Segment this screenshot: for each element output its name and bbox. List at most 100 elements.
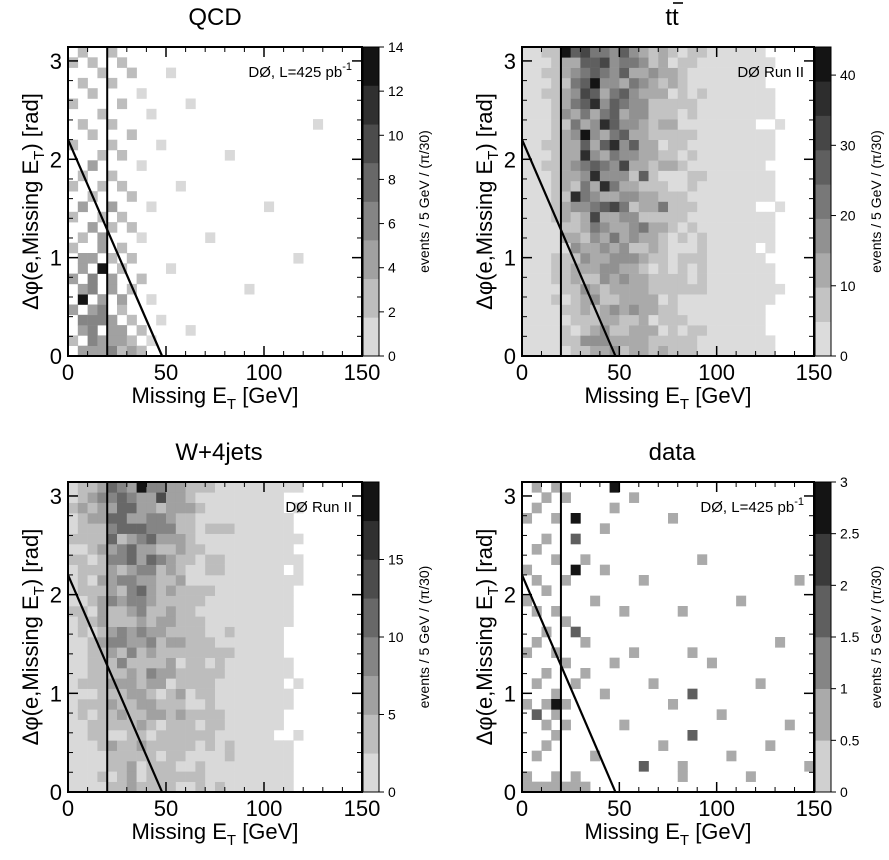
heatmap-cell <box>522 77 533 89</box>
heatmap-cell <box>658 232 669 243</box>
heatmap-cell <box>580 108 591 120</box>
heatmap-cell <box>254 657 265 669</box>
heatmap-cell <box>273 606 284 617</box>
heatmap-cell <box>126 647 137 658</box>
heatmap-cell <box>522 57 533 68</box>
heatmap-cell <box>687 345 698 357</box>
heatmap-cell <box>629 273 640 285</box>
heatmap-cell <box>629 150 640 161</box>
heatmap-cell <box>264 668 275 679</box>
heatmap-cell <box>195 502 206 514</box>
heatmap-cell <box>244 730 255 741</box>
heatmap-cell <box>293 533 304 545</box>
heatmap-cell <box>541 222 552 233</box>
heatmap-cell <box>77 709 88 720</box>
heatmap-cell <box>117 564 128 576</box>
heatmap-cell <box>648 139 659 151</box>
heatmap-cell <box>668 98 679 110</box>
heatmap-cell <box>146 750 157 762</box>
heatmap-cell <box>254 740 265 751</box>
heatmap-cell <box>668 513 679 524</box>
heatmap-cell <box>224 513 235 524</box>
heatmap-cell <box>185 761 196 772</box>
heatmap-cell <box>775 119 786 130</box>
heatmap-cell <box>522 325 533 336</box>
heatmap-cell <box>185 554 196 565</box>
heatmap-cell <box>560 325 571 336</box>
heatmap-cell <box>126 771 137 782</box>
heatmap-cell <box>668 273 679 285</box>
heatmap-cell <box>716 211 727 223</box>
heatmap-cell <box>677 191 688 202</box>
heatmap-cell <box>541 88 552 99</box>
heatmap-cell <box>706 88 717 99</box>
heatmap-cell <box>205 513 216 524</box>
heatmap-cell <box>293 730 304 741</box>
colorbar-step <box>815 482 831 534</box>
colorbar-step <box>815 637 831 689</box>
colorbar-tick-label: 15 <box>388 552 404 568</box>
heatmap-cell <box>283 606 294 617</box>
heatmap-cell <box>551 57 562 68</box>
heatmap-cell <box>87 160 98 171</box>
heatmap-cell <box>87 304 98 316</box>
heatmap-cell <box>570 263 581 274</box>
heatmap-cell <box>609 98 620 110</box>
heatmap-cell <box>629 253 640 264</box>
heatmap-cell <box>590 150 601 161</box>
heatmap-cell <box>658 57 669 68</box>
heatmap-cell <box>68 637 79 648</box>
heatmap-cell <box>185 616 196 627</box>
heatmap-cell <box>658 294 669 305</box>
heatmap-cell <box>87 575 98 586</box>
heatmap-cell <box>658 304 669 316</box>
heatmap-cell <box>136 657 147 669</box>
heatmap-cell <box>745 222 756 233</box>
heatmap-cell <box>609 502 620 514</box>
heatmap-cell <box>156 699 167 710</box>
heatmap-cell <box>629 232 640 243</box>
heatmap-cell <box>755 67 766 79</box>
heatmap-cell <box>560 98 571 110</box>
heatmap-cell <box>146 730 157 741</box>
colorbar-step <box>815 287 831 322</box>
heatmap-cell <box>273 709 284 720</box>
heatmap-cell <box>244 513 255 524</box>
heatmap-cell <box>599 304 610 316</box>
heatmap-cell <box>224 575 235 586</box>
heatmap-cell <box>175 564 186 576</box>
heatmap-cell <box>716 242 727 254</box>
heatmap-cell <box>599 201 610 213</box>
heatmap-cell <box>185 482 196 493</box>
heatmap-cell <box>755 129 766 140</box>
heatmap-cell <box>166 502 177 514</box>
heatmap-cell <box>244 657 255 669</box>
heatmap-cell <box>570 304 581 316</box>
heatmap-cell <box>716 180 727 192</box>
heatmap-cell <box>648 211 659 223</box>
heatmap-cell <box>244 719 255 731</box>
heatmap-cell <box>551 345 562 357</box>
heatmap-cell <box>185 606 196 617</box>
heatmap-cell <box>117 771 128 782</box>
heatmap-cell <box>107 761 118 772</box>
heatmap-cell <box>755 335 766 346</box>
heatmap-cell <box>687 98 698 110</box>
heatmap-cell <box>648 263 659 274</box>
heatmap-cell <box>136 699 147 710</box>
heatmap-cell <box>264 699 275 710</box>
heatmap-cell <box>185 595 196 607</box>
heatmap-cell <box>195 482 206 493</box>
heatmap-cell <box>264 709 275 720</box>
heatmap-cell <box>166 740 177 751</box>
heatmap-cell <box>580 263 591 274</box>
heatmap-cell <box>551 688 562 700</box>
heatmap-cell <box>234 699 245 710</box>
heatmap-cell <box>146 606 157 617</box>
heatmap-cell <box>570 325 581 336</box>
heatmap-cell <box>156 554 167 565</box>
heatmap-cell <box>609 57 620 68</box>
heatmap-cell <box>224 668 235 679</box>
heatmap-cell <box>541 719 552 731</box>
colorbar-step <box>815 115 831 151</box>
